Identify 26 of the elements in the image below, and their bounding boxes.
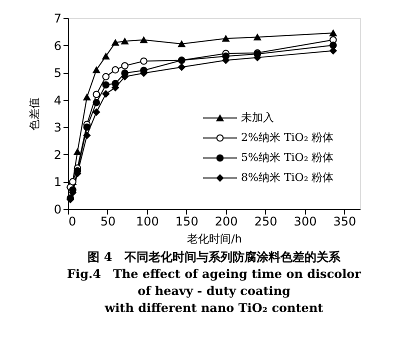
y-tick-label: 1 [54, 175, 62, 190]
y-tick-label: 3 [54, 120, 62, 135]
x-tick-label: 100 [136, 214, 159, 228]
legend-label: 5%纳米 TiO₂ 粉体 [241, 151, 334, 164]
y-axis-title: 色差值 [28, 98, 41, 130]
x-tick-label: 150 [175, 214, 198, 228]
x-tick-label: 0 [68, 214, 76, 228]
x-tick-label: 350 [333, 214, 356, 228]
x-axis-title: 老化时间/h [187, 232, 242, 246]
y-tick-label: 4 [54, 93, 62, 108]
x-tick-label: 250 [254, 214, 278, 228]
caption: Fig.4 The effect of ageing time on discolor [66, 267, 362, 281]
y-tick-label: 0 [54, 202, 62, 216]
legend-label: 2%纳米 TiO₂ 粉体 [241, 131, 334, 144]
y-tick-label: 7 [54, 12, 62, 26]
y-tick-label: 5 [54, 66, 62, 80]
text: with different nano TiO₂ content [104, 301, 324, 315]
x-tick-label: 50 [100, 214, 116, 228]
legend-label: 8%纳米 TiO₂ 粉体 [241, 171, 334, 184]
x-tick-label: 200 [214, 214, 238, 228]
x-tick-label: 300 [294, 214, 317, 228]
text: of heavy - duty coating [138, 284, 292, 298]
y-tick-label: 6 [54, 38, 62, 53]
caption: 图 4 不同老化时间与系列防腐涂料色差的关系 [88, 250, 342, 264]
legend-label: 未加入 [241, 111, 274, 124]
y-tick-label: 2 [54, 148, 62, 162]
